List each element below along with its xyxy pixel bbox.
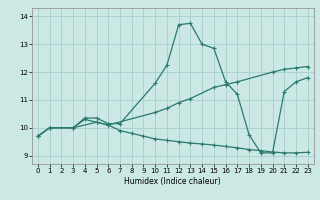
X-axis label: Humidex (Indice chaleur): Humidex (Indice chaleur) <box>124 177 221 186</box>
